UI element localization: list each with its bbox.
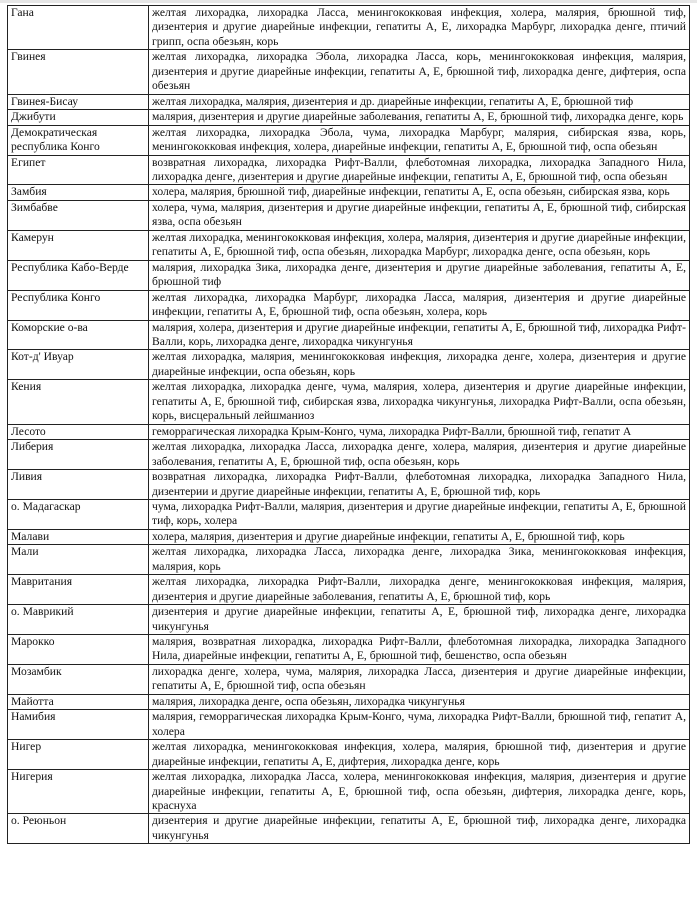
table-row: Мозамбик лихорадка денге, холера, чума, м… [7, 663, 690, 695]
country-cell: Нигерия [7, 769, 149, 815]
diseases-cell: дизентерия и другие диарейные инфекции, … [148, 813, 690, 845]
country-cell: Ливия [7, 469, 149, 500]
table-row: Республика Кабо-Верде малярия, лихорадка … [7, 259, 690, 291]
table-body: Гана желтая лихорадка, лихорадка Ласса, м… [7, 4, 690, 845]
diseases-cell: малярия, лихорадка Зика, лихорадка денге… [148, 259, 690, 291]
table-row: Нигерия желтая лихорадка, лихорадка Ласса… [7, 769, 690, 815]
diseases-cell: холера, чума, малярия, дизентерия и друг… [148, 199, 690, 231]
diseases-cell: малярия, дизентерия и другие диарейные з… [148, 109, 690, 126]
country-cell: Мозамбик [7, 663, 149, 695]
country-cell: Мавритания [7, 574, 149, 606]
diseases-cell: дизентерия и другие диарейные инфекции, … [148, 604, 690, 636]
country-cell: Джибути [7, 109, 149, 126]
diseases-cell: лихорадка денге, холера, чума, малярия, … [148, 663, 690, 695]
table-row: Намибия малярия, геморрагическая лихорадк… [7, 709, 690, 741]
country-cell: Кот-д' Ивуар [7, 349, 149, 381]
table-row: Нигер желтая лихорадка, менингококковая и… [7, 739, 690, 771]
table-row: Египет возвратная лихорадка, лихорадка Ри… [7, 154, 690, 186]
country-cell: Либерия [7, 439, 149, 471]
country-cell: о. Маврикий [7, 604, 149, 636]
diseases-cell: желтая лихорадка, лихорадка денге, чума,… [148, 379, 690, 425]
diseases-cell: холера, малярия, брюшной тиф, диарейные … [148, 184, 690, 201]
country-cell: Мали [7, 544, 149, 576]
country-cell: Республика Конго [7, 289, 149, 321]
table-row: Республика Конго желтая лихорадка, лихора… [7, 289, 690, 321]
country-cell: Марокко [7, 634, 149, 665]
country-cell: Майотта [7, 693, 149, 711]
diseases-cell: желтая лихорадка, лихорадка Ласса, холер… [148, 769, 690, 815]
diseases-cell: желтая лихорадка, малярия, менингококков… [148, 349, 690, 381]
diseases-cell: желтая лихорадка, менингококковая инфекц… [148, 229, 690, 261]
table-row: Ливия возвратная лихорадка, лихорадка Риф… [7, 469, 690, 500]
country-cell: Египет [7, 154, 149, 186]
table-row: Малави холера, малярия, дизентерия и друг… [7, 528, 690, 546]
diseases-cell: желтая лихорадка, лихорадка Эбола, лихор… [148, 49, 690, 95]
diseases-cell: желтая лихорадка, лихорадка Рифт-Валли, … [148, 574, 690, 606]
country-cell: Зимбабве [7, 199, 149, 231]
diseases-cell: желтая лихорадка, лихорадка Марбург, лих… [148, 289, 690, 321]
country-cell: Замбия [7, 184, 149, 201]
diseases-cell: холера, малярия, дизентерия и другие диа… [148, 528, 690, 546]
table-row: Зимбабве холера, чума, малярия, дизентери… [7, 199, 690, 231]
diseases-cell: желтая лихорадка, менингококковая инфекц… [148, 739, 690, 771]
diseases-cell: возвратная лихорадка, лихорадка Рифт-Вал… [148, 154, 690, 186]
country-cell: Гвинея [7, 49, 149, 95]
table-row: о. Маврикий дизентерия и другие диарейные… [7, 604, 690, 636]
diseases-cell: желтая лихорадка, малярия, дизентерия и … [148, 93, 690, 111]
country-cell: Гвинея-Бисау [7, 93, 149, 111]
diseases-cell: малярия, лихорадка денге, оспа обезьян, … [148, 693, 690, 711]
country-cell: Камерун [7, 229, 149, 261]
country-cell: Кения [7, 379, 149, 425]
table-row: Кения желтая лихорадка, лихорадка денге, … [7, 379, 690, 425]
country-cell: о. Реюньон [7, 813, 149, 845]
table-row: Коморские о-ва малярия, холера, дизентери… [7, 319, 690, 351]
country-cell: Нигер [7, 739, 149, 771]
table-row: Мавритания желтая лихорадка, лихорадка Ри… [7, 574, 690, 606]
table-row: Замбия холера, малярия, брюшной тиф, диар… [7, 184, 690, 201]
diseases-cell: малярия, холера, дизентерия и другие диа… [148, 319, 690, 351]
diseases-cell: чума, лихорадка Рифт-Валли, малярия, диз… [148, 498, 690, 530]
page-top-edge [0, 0, 697, 3]
country-cell: Гана [7, 4, 149, 51]
diseases-cell: возвратная лихорадка, лихорадка Рифт-Вал… [148, 469, 690, 500]
country-cell: Малави [7, 528, 149, 546]
diseases-cell: малярия, геморрагическая лихорадка Крым-… [148, 709, 690, 741]
diseases-cell: желтая лихорадка, лихорадка Эбола, чума,… [148, 124, 690, 156]
country-cell: Республика Кабо-Верде [7, 259, 149, 291]
diseases-cell: желтая лихорадка, лихорадка Ласса, лихор… [148, 544, 690, 576]
table-row: Гвинея-Бисау желтая лихорадка, малярия, д… [7, 93, 690, 111]
table-row: Марокко малярия, возвратная лихорадка, ли… [7, 634, 690, 665]
table-row: о. Мадагаскар чума, лихорадка Рифт-Валли,… [7, 498, 690, 530]
diseases-cell: малярия, возвратная лихорадка, лихорадка… [148, 634, 690, 665]
table-row: Джибути малярия, дизентерия и другие диар… [7, 109, 690, 126]
country-cell: Коморские о-ва [7, 319, 149, 351]
country-diseases-table: Гана желтая лихорадка, лихорадка Ласса, м… [7, 4, 690, 845]
table-row: Демократическая республика Конго желтая л… [7, 124, 690, 156]
country-cell: Лесото [7, 423, 149, 441]
table-row: о. Реюньон дизентерия и другие диарейные … [7, 813, 690, 845]
table-row: Майотта малярия, лихорадка денге, оспа об… [7, 693, 690, 711]
table-row: Гвинея желтая лихорадка, лихорадка Эбола,… [7, 49, 690, 95]
table-row: Камерун желтая лихорадка, менингококковая… [7, 229, 690, 261]
country-cell: Намибия [7, 709, 149, 741]
diseases-cell: желтая лихорадка, лихорадка Ласса, менин… [148, 4, 690, 51]
table-row: Лесото геморрагическая лихорадка Крым-Кон… [7, 423, 690, 441]
diseases-cell: желтая лихорадка, лихорадка Ласса, лихор… [148, 439, 690, 471]
table-row: Мали желтая лихорадка, лихорадка Ласса, л… [7, 544, 690, 576]
country-cell: Демократическая республика Конго [7, 124, 149, 156]
table-row: Гана желтая лихорадка, лихорадка Ласса, м… [7, 4, 690, 51]
table-row: Кот-д' Ивуар желтая лихорадка, малярия, м… [7, 349, 690, 381]
country-cell: о. Мадагаскар [7, 498, 149, 530]
diseases-cell: геморрагическая лихорадка Крым-Конго, чу… [148, 423, 690, 441]
table-row: Либерия желтая лихорадка, лихорадка Ласса… [7, 439, 690, 471]
